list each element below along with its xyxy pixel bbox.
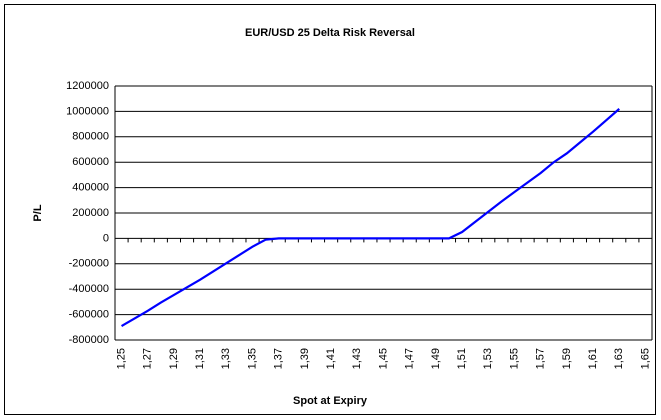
y-axis-title: P/L: [32, 204, 44, 221]
x-tick-label: 1,31: [194, 348, 206, 369]
y-tick-label: -200000: [69, 258, 109, 270]
x-tick-label: 1,57: [535, 348, 547, 369]
y-tick-label: -400000: [69, 283, 109, 295]
x-axis-title: Spot at Expiry: [293, 395, 368, 407]
x-tick-label: 1,45: [377, 348, 389, 369]
x-tick-label: 1,63: [613, 348, 625, 369]
x-tick-label: 1,29: [168, 348, 180, 369]
y-tick-label: 600000: [72, 156, 109, 168]
x-tick-label: 1,55: [508, 348, 520, 369]
x-tick-label: 1,59: [561, 348, 573, 369]
y-tick-label: 800000: [72, 131, 109, 143]
y-tick-label: 1200000: [66, 80, 109, 92]
x-tick-label: 1,53: [482, 348, 494, 369]
y-tick-label: 1000000: [66, 105, 109, 117]
y-tick-label: 0: [103, 232, 109, 244]
y-tick-label: 400000: [72, 182, 109, 194]
x-tick-label: 1,47: [404, 348, 416, 369]
x-tick-label: 1,43: [351, 348, 363, 369]
x-tick-label: 1,41: [325, 348, 337, 369]
y-tick-label: -800000: [69, 334, 109, 346]
x-tick-label: 1,49: [430, 348, 442, 369]
series-line: [120, 108, 620, 327]
chart-title: EUR/USD 25 Delta Risk Reversal: [245, 27, 415, 39]
x-tick-label: 1,39: [299, 348, 311, 369]
x-tick-label: 1,33: [220, 348, 232, 369]
x-tick-label: 1,27: [142, 348, 154, 369]
x-tick-label: 1,35: [246, 348, 258, 369]
x-tick-label: 1,25: [115, 348, 127, 369]
x-tick-label: 1,65: [639, 348, 651, 369]
x-tick-label: 1,51: [456, 348, 468, 369]
x-tick-label: 1,61: [587, 348, 599, 369]
y-tick-label: 200000: [72, 207, 109, 219]
chart-frame: [4, 4, 656, 415]
x-tick-label: 1,37: [273, 348, 285, 369]
y-tick-label: -600000: [69, 309, 109, 321]
